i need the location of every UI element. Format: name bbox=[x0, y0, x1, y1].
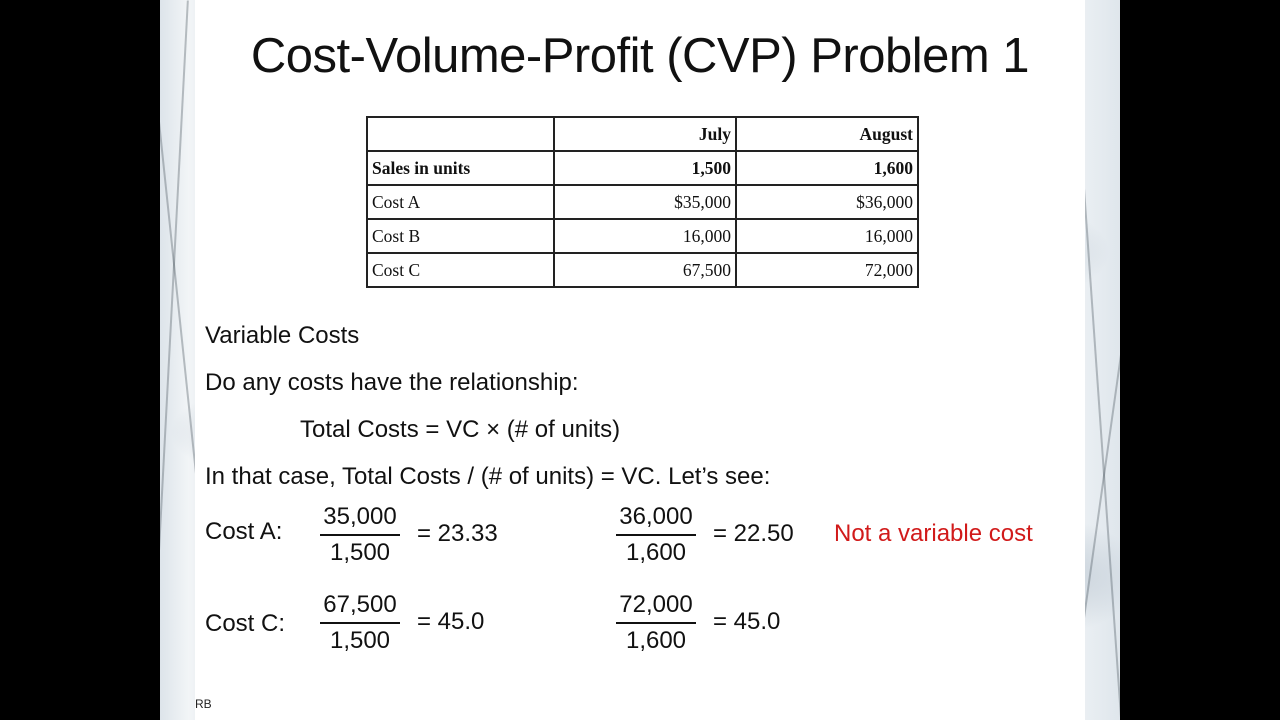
july-value: 16,000 bbox=[553, 218, 737, 254]
row-label: Cost A bbox=[366, 184, 555, 220]
table-header-august: August bbox=[735, 116, 919, 152]
fraction-bar bbox=[320, 534, 400, 536]
cost-c-label: Cost C: bbox=[205, 610, 286, 637]
not-variable-note: Not a variable cost bbox=[834, 520, 1033, 547]
denominator: 1,500 bbox=[329, 539, 391, 566]
july-value: 1,500 bbox=[553, 150, 737, 186]
body-line-formula: Total Costs = VC × (# of units) bbox=[300, 416, 621, 443]
table-row: Cost B 16,000 16,000 bbox=[366, 218, 919, 254]
cost-a-july-fraction: 35,000 1,500 bbox=[317, 502, 403, 568]
cost-c-july-fraction: 67,500 1,500 bbox=[317, 590, 403, 656]
row-label: Cost C bbox=[366, 252, 555, 288]
august-value: 72,000 bbox=[735, 252, 919, 288]
table-header-july: July bbox=[553, 116, 737, 152]
row-label: Sales in units bbox=[366, 150, 555, 186]
denominator: 1,600 bbox=[625, 627, 687, 654]
numerator: 72,000 bbox=[619, 591, 693, 618]
row-label: Cost B bbox=[366, 218, 555, 254]
july-value: 67,500 bbox=[553, 252, 737, 288]
table-row: Sales in units 1,500 1,600 bbox=[366, 150, 919, 186]
july-value: $35,000 bbox=[553, 184, 737, 220]
table-header-cell bbox=[366, 116, 555, 152]
numerator: 35,000 bbox=[323, 503, 397, 530]
cost-c-august-result: = 45.0 bbox=[713, 608, 781, 635]
cost-a-august-result: = 22.50 bbox=[713, 520, 794, 547]
slide-title: Cost-Volume-Profit (CVP) Problem 1 bbox=[250, 29, 1030, 83]
denominator: 1,500 bbox=[329, 627, 391, 654]
cost-data-table: July August Sales in units 1,500 1,600 C… bbox=[366, 116, 919, 288]
slide: Cost-Volume-Profit (CVP) Problem 1 July … bbox=[160, 0, 1120, 720]
numerator: 36,000 bbox=[619, 503, 693, 530]
cost-c-august-fraction: 72,000 1,600 bbox=[613, 590, 699, 656]
cost-c-july-result: = 45.0 bbox=[417, 608, 485, 635]
body-line-check: In that case, Total Costs / (# of units)… bbox=[205, 463, 771, 490]
body-line-question: Do any costs have the relationship: bbox=[205, 369, 579, 396]
cost-a-july-result: = 23.33 bbox=[417, 520, 498, 547]
fraction-bar bbox=[616, 622, 696, 624]
fraction-bar bbox=[320, 622, 400, 624]
table-row: Cost C 67,500 72,000 bbox=[366, 252, 919, 288]
fraction-bar bbox=[616, 534, 696, 536]
footer-initials: RB bbox=[195, 697, 212, 711]
numerator: 67,500 bbox=[323, 591, 397, 618]
cost-a-label: Cost A: bbox=[205, 518, 283, 545]
table-row: Cost A $35,000 $36,000 bbox=[366, 184, 919, 220]
august-value: 16,000 bbox=[735, 218, 919, 254]
cost-a-august-fraction: 36,000 1,600 bbox=[613, 502, 699, 568]
table-header-row: July August bbox=[366, 116, 919, 152]
august-value: $36,000 bbox=[735, 184, 919, 220]
denominator: 1,600 bbox=[625, 539, 687, 566]
august-value: 1,600 bbox=[735, 150, 919, 186]
body-line-variable-costs: Variable Costs bbox=[205, 322, 360, 349]
